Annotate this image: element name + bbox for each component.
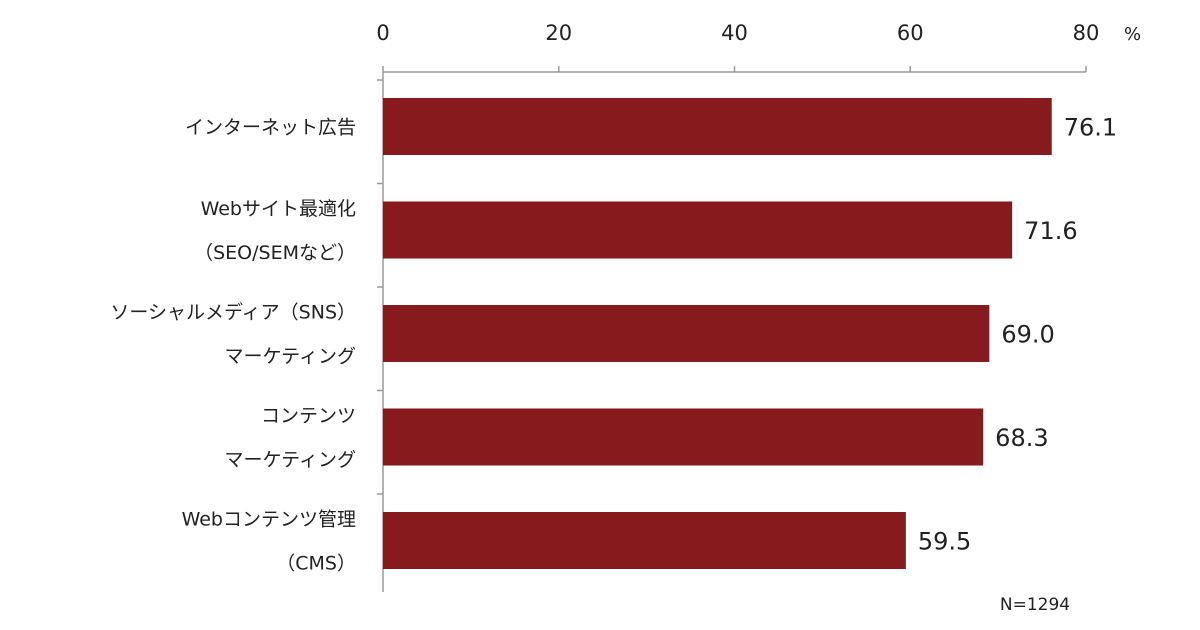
bar — [383, 512, 906, 569]
data-label: 71.6 — [1024, 217, 1077, 245]
category-label: マーケティング — [225, 449, 356, 471]
category-label: Webコンテンツ管理 — [182, 509, 356, 531]
data-label: 59.5 — [918, 528, 971, 556]
x-axis: 0 20 40 60 80 — [376, 21, 1099, 592]
x-tick-label: 80 — [1073, 21, 1100, 45]
category-label: ソーシャルメディア（SNS） — [110, 302, 356, 324]
category-label: マーケティング — [225, 346, 356, 368]
x-tick-label: 0 — [376, 21, 389, 45]
bar — [383, 98, 1052, 155]
category-label: Webサイト最適化 — [201, 198, 356, 220]
data-label: 76.1 — [1064, 114, 1117, 142]
x-tick-label: 40 — [721, 21, 748, 45]
category-label: （CMS） — [276, 553, 356, 575]
x-tick-label: 20 — [545, 21, 572, 45]
x-tick-label: 60 — [897, 21, 924, 45]
bar — [383, 201, 1013, 259]
category-label: インターネット広告 — [185, 117, 356, 139]
sample-size-note: N=1294 — [1000, 595, 1070, 615]
unit-label: % — [1124, 24, 1141, 45]
bar — [383, 408, 984, 466]
bar — [383, 305, 990, 362]
data-label: 68.3 — [995, 424, 1048, 452]
category-label: （SEO/SEMなど） — [194, 242, 356, 264]
category-labels: インターネット広告 Webサイト最適化 （SEO/SEMなど） ソーシャルメディア（S… — [110, 117, 356, 575]
bars: 76.1 71.6 69.0 68.3 59.5 — [383, 98, 1117, 569]
data-label: 69.0 — [1001, 321, 1054, 349]
category-label: コンテンツ — [261, 405, 356, 427]
